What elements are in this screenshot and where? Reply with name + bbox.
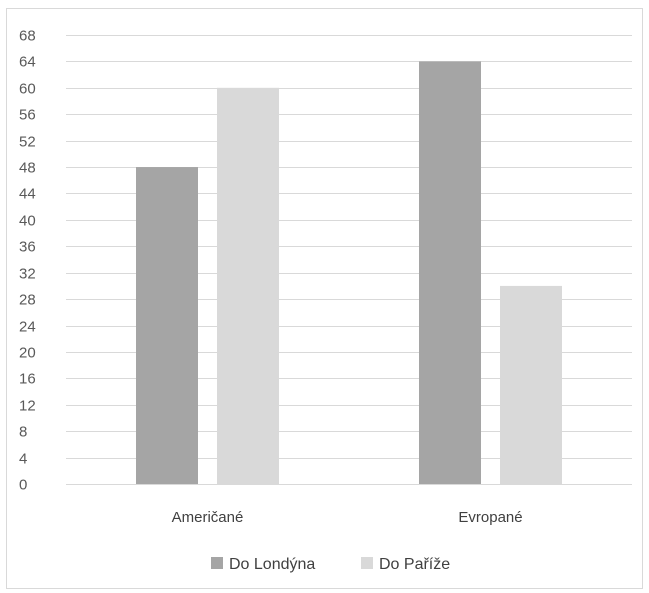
- y-tick-label: 8: [19, 424, 27, 441]
- y-tick-label: 60: [19, 81, 36, 98]
- y-tick-label: 52: [19, 134, 36, 151]
- x-category-label: Evropané: [458, 509, 522, 526]
- y-tick-label: 4: [19, 451, 27, 468]
- y-tick-label: 0: [19, 477, 27, 494]
- bars: [136, 61, 562, 484]
- y-tick-label: 24: [19, 319, 36, 336]
- legend-swatch-0: [211, 557, 223, 569]
- y-tick-label: 64: [19, 54, 36, 71]
- legend-label-0: Do Londýna: [229, 556, 315, 573]
- x-category-label: Američané: [172, 509, 244, 526]
- bar-do-parize-1: [500, 285, 562, 484]
- legend-label-1: Do Paříže: [379, 556, 450, 573]
- bar-do-londyna-1: [419, 61, 481, 484]
- legend-swatch-1: [361, 557, 373, 569]
- x-axis-categories: Američané Evropané: [172, 509, 523, 526]
- y-tick-label: 40: [19, 213, 36, 230]
- y-tick-label: 56: [19, 107, 36, 124]
- y-tick-label: 36: [19, 239, 36, 256]
- y-tick-label: 32: [19, 266, 36, 283]
- y-tick-label: 20: [19, 345, 36, 362]
- y-tick-label: 28: [19, 292, 36, 309]
- legend: Do Londýna Do Paříže: [211, 556, 450, 573]
- y-tick-label: 16: [19, 371, 36, 388]
- bar-do-londyna-0: [136, 167, 198, 484]
- y-tick-label: 48: [19, 160, 36, 177]
- y-tick-label: 44: [19, 186, 36, 203]
- y-tick-label: 68: [19, 28, 36, 45]
- bar-do-parize-0: [217, 87, 279, 484]
- y-tick-label: 12: [19, 398, 36, 415]
